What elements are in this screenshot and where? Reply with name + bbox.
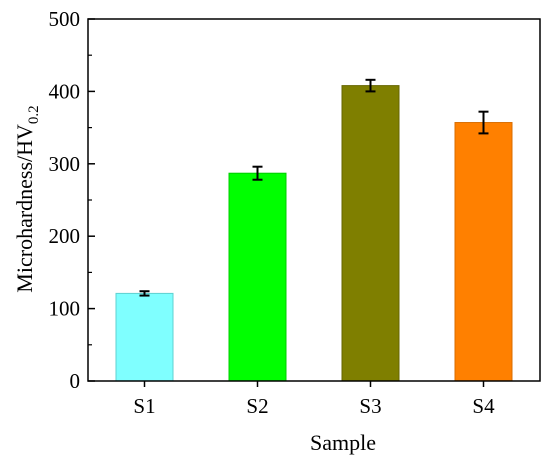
axes-group: S1 S2 S3 S4 0 100 200 300 400 500 xyxy=(49,7,541,418)
y-tick-label-300: 300 xyxy=(49,152,81,176)
x-tick-label-s2: S2 xyxy=(246,394,268,418)
error-bars-group xyxy=(139,78,489,297)
y-axis-title-subscript: 0.2 xyxy=(26,105,42,124)
x-tick-label-s4: S4 xyxy=(472,394,495,418)
y-tick-label-400: 400 xyxy=(49,79,81,103)
bar-s1 xyxy=(115,292,174,382)
bars-group xyxy=(115,85,513,382)
y-tick-label-100: 100 xyxy=(49,297,81,321)
y-tick-label-500: 500 xyxy=(49,7,81,31)
y-tick-label-200: 200 xyxy=(49,224,81,248)
y-axis-title-main: Microhardness/HV xyxy=(12,124,37,293)
bar-s2 xyxy=(228,172,287,382)
x-tick-label-s1: S1 xyxy=(133,394,155,418)
x-tick-label-s3: S3 xyxy=(359,394,381,418)
bar-s3 xyxy=(341,85,400,382)
y-axis-title: Microhardness/HV0.2 xyxy=(12,105,42,292)
y-tick-label-0: 0 xyxy=(70,369,81,393)
x-axis-title: Sample xyxy=(310,430,376,455)
bar-s4 xyxy=(454,122,513,382)
